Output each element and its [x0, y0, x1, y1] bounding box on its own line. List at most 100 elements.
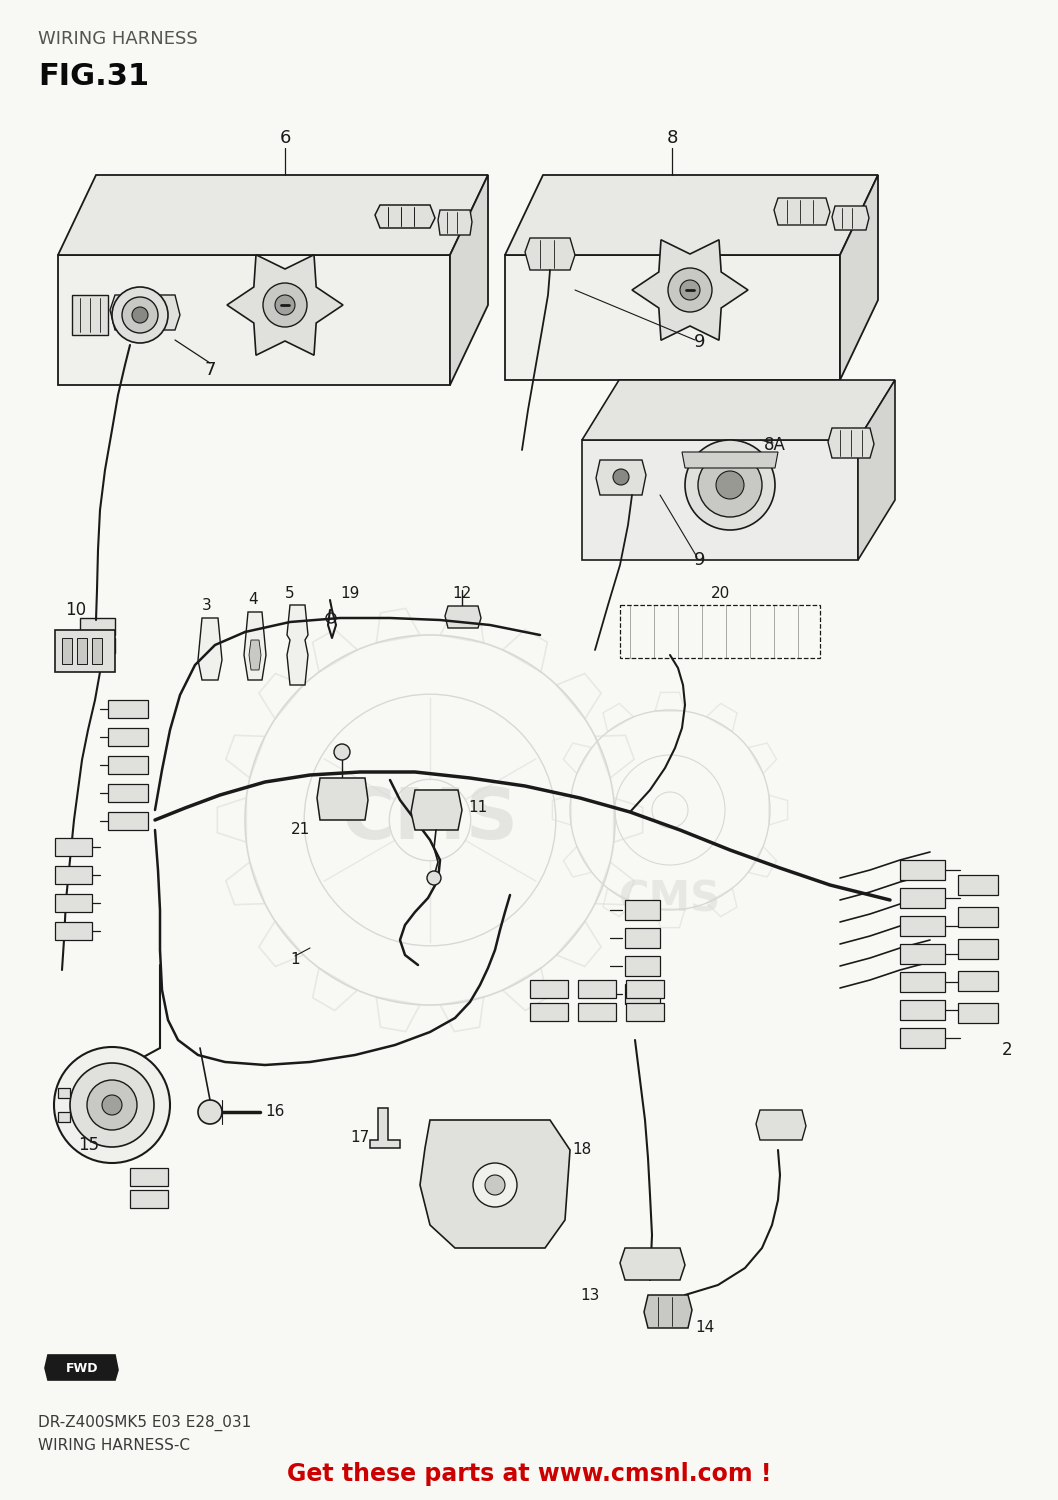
Polygon shape [756, 1110, 806, 1140]
Text: 9: 9 [694, 333, 706, 351]
Polygon shape [632, 240, 748, 340]
Polygon shape [505, 255, 840, 380]
Text: FWD: FWD [66, 1362, 98, 1374]
Polygon shape [840, 176, 878, 380]
Polygon shape [828, 427, 874, 458]
Polygon shape [644, 1294, 692, 1328]
Polygon shape [77, 638, 87, 664]
Circle shape [716, 471, 744, 500]
Text: 13: 13 [581, 1287, 600, 1302]
Text: 6: 6 [279, 129, 291, 147]
Polygon shape [596, 460, 646, 495]
Text: 11: 11 [468, 801, 488, 816]
Text: 8: 8 [667, 129, 678, 147]
Polygon shape [900, 1000, 945, 1020]
Polygon shape [900, 888, 945, 908]
Polygon shape [58, 1088, 70, 1098]
Polygon shape [130, 1190, 168, 1208]
Polygon shape [80, 618, 115, 634]
Polygon shape [626, 1004, 664, 1022]
Text: 10: 10 [65, 602, 86, 619]
Polygon shape [244, 612, 266, 680]
Text: 3: 3 [202, 597, 212, 612]
Polygon shape [108, 700, 148, 718]
Text: 5: 5 [285, 586, 294, 602]
Text: 21: 21 [291, 822, 310, 837]
Polygon shape [227, 255, 343, 356]
Text: 17: 17 [351, 1131, 370, 1146]
Circle shape [132, 308, 148, 322]
Polygon shape [411, 790, 462, 830]
Circle shape [334, 744, 350, 760]
Text: 18: 18 [572, 1143, 591, 1158]
Text: Get these parts at www.cmsnl.com !: Get these parts at www.cmsnl.com ! [287, 1462, 771, 1486]
Polygon shape [957, 939, 998, 958]
Polygon shape [858, 380, 895, 560]
Polygon shape [582, 380, 895, 440]
Polygon shape [62, 638, 72, 664]
Polygon shape [55, 894, 92, 912]
Polygon shape [55, 922, 92, 940]
Circle shape [485, 1174, 505, 1196]
Text: WIRING HARNESS: WIRING HARNESS [38, 30, 198, 48]
Circle shape [698, 453, 762, 518]
Polygon shape [957, 908, 998, 927]
Text: 2: 2 [1002, 1041, 1013, 1059]
Circle shape [680, 280, 700, 300]
Polygon shape [58, 176, 488, 255]
Polygon shape [625, 956, 660, 976]
Polygon shape [55, 630, 115, 672]
Polygon shape [55, 865, 92, 883]
Polygon shape [957, 970, 998, 992]
Polygon shape [287, 604, 308, 686]
Text: FIG.31: FIG.31 [38, 62, 149, 92]
Polygon shape [530, 1004, 568, 1022]
Polygon shape [625, 900, 660, 920]
Polygon shape [80, 638, 115, 652]
Polygon shape [832, 206, 869, 230]
Polygon shape [900, 972, 945, 992]
Polygon shape [58, 255, 450, 386]
Circle shape [102, 1095, 122, 1114]
Text: CMS: CMS [342, 786, 518, 855]
Polygon shape [625, 984, 660, 1004]
Polygon shape [626, 980, 664, 998]
Text: 15: 15 [78, 1136, 99, 1154]
Circle shape [473, 1162, 517, 1208]
Polygon shape [92, 638, 102, 664]
Polygon shape [900, 944, 945, 964]
Circle shape [198, 1100, 222, 1124]
Polygon shape [45, 1354, 118, 1380]
Polygon shape [108, 728, 148, 746]
Text: 14: 14 [695, 1320, 714, 1335]
Text: 19: 19 [340, 586, 360, 602]
Polygon shape [578, 980, 616, 998]
Polygon shape [900, 1028, 945, 1048]
Polygon shape [625, 928, 660, 948]
Polygon shape [900, 859, 945, 880]
Polygon shape [578, 1004, 616, 1022]
Circle shape [263, 284, 307, 327]
Polygon shape [317, 778, 368, 820]
Circle shape [112, 286, 168, 344]
Polygon shape [58, 1112, 70, 1122]
Text: 8A: 8A [764, 436, 786, 454]
Polygon shape [445, 606, 481, 628]
Polygon shape [525, 238, 574, 270]
Circle shape [54, 1047, 170, 1162]
Text: 9: 9 [694, 550, 706, 568]
Circle shape [275, 296, 295, 315]
Polygon shape [110, 296, 180, 330]
Circle shape [70, 1064, 154, 1148]
Circle shape [87, 1080, 136, 1130]
Text: 7: 7 [204, 362, 216, 380]
Polygon shape [530, 980, 568, 998]
Text: 1: 1 [290, 952, 299, 968]
Text: DR-Z400SMK5 E03 E28_031: DR-Z400SMK5 E03 E28_031 [38, 1414, 251, 1431]
Text: 12: 12 [453, 586, 472, 602]
Polygon shape [55, 839, 92, 856]
Circle shape [122, 297, 158, 333]
Polygon shape [108, 756, 148, 774]
Polygon shape [957, 1004, 998, 1023]
Polygon shape [450, 176, 488, 386]
